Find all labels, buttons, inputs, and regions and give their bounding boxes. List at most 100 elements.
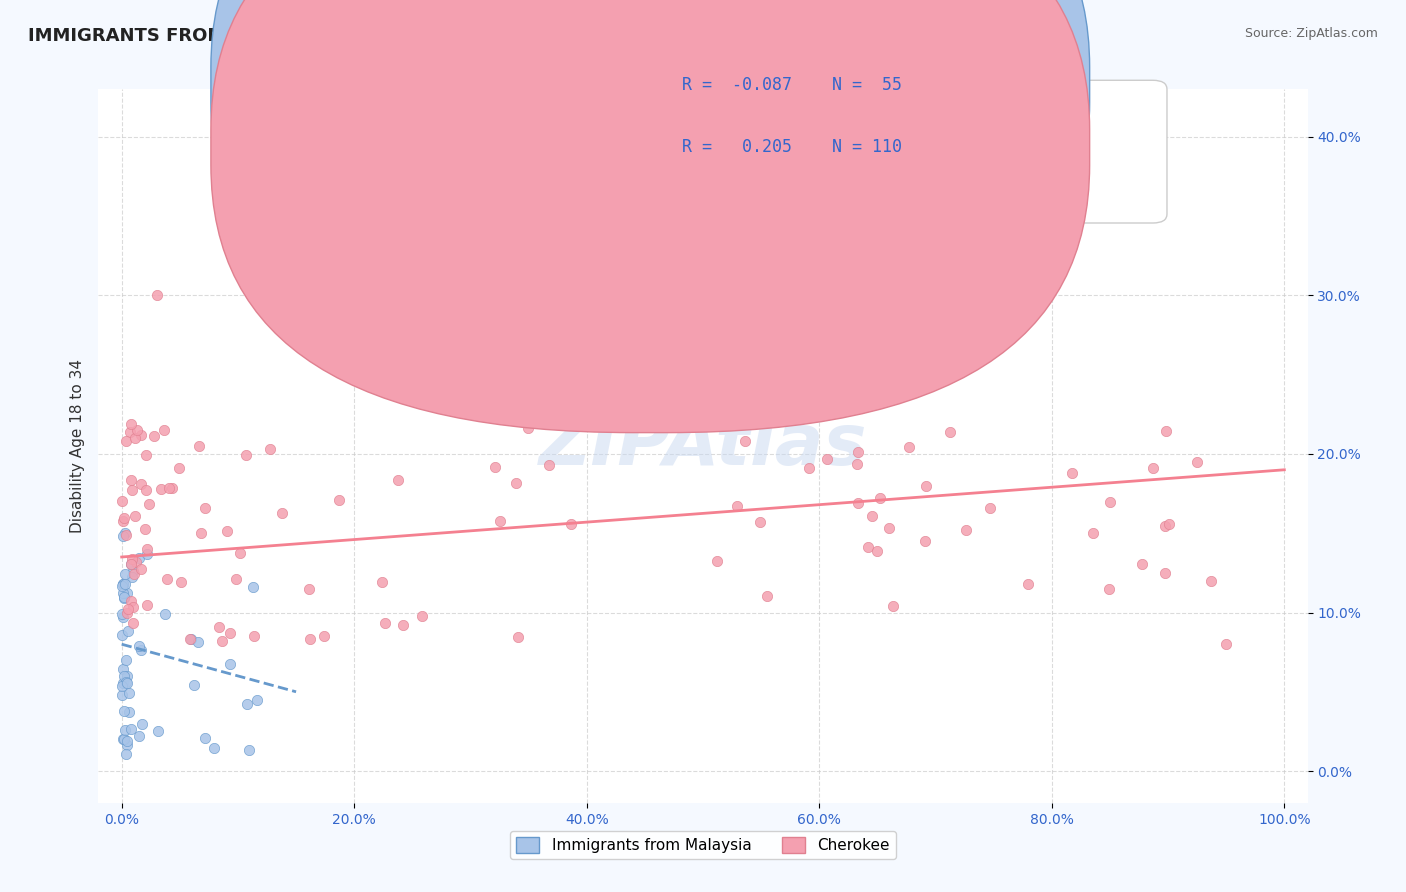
Point bbox=[112, 731, 135, 746]
Point bbox=[505, 476, 527, 491]
Point bbox=[706, 554, 728, 568]
Point bbox=[145, 288, 167, 302]
Point bbox=[846, 496, 869, 510]
Point bbox=[1153, 519, 1175, 533]
Point bbox=[125, 555, 148, 569]
Point bbox=[115, 653, 138, 667]
Point bbox=[112, 590, 135, 604]
Point bbox=[122, 599, 145, 614]
Point bbox=[508, 631, 530, 645]
Point bbox=[882, 599, 904, 613]
Point bbox=[149, 483, 172, 497]
Point bbox=[136, 542, 159, 557]
Point bbox=[262, 241, 284, 255]
Point bbox=[111, 662, 134, 676]
Point bbox=[371, 575, 394, 590]
Point bbox=[120, 557, 142, 571]
Point bbox=[118, 686, 141, 700]
Point bbox=[114, 567, 136, 582]
Point bbox=[112, 731, 135, 746]
Point bbox=[124, 509, 146, 524]
Point bbox=[138, 497, 160, 511]
Point bbox=[114, 528, 136, 542]
Point bbox=[538, 458, 561, 472]
Text: IMMIGRANTS FROM MALAYSIA VS CHEROKEE DISABILITY AGE 18 TO 34 CORRELATION CHART: IMMIGRANTS FROM MALAYSIA VS CHEROKEE DIS… bbox=[28, 27, 965, 45]
Text: R =   0.205    N = 110: R = 0.205 N = 110 bbox=[682, 138, 901, 156]
Point bbox=[111, 676, 134, 690]
Point bbox=[121, 551, 143, 566]
Point bbox=[129, 643, 152, 657]
Point bbox=[135, 598, 157, 612]
Point bbox=[187, 635, 209, 649]
Point bbox=[727, 499, 749, 513]
Point bbox=[129, 428, 152, 442]
Point bbox=[121, 483, 143, 497]
Point bbox=[979, 501, 1001, 516]
Point bbox=[120, 425, 142, 440]
Point bbox=[160, 481, 183, 495]
Text: ZIPAtlas: ZIPAtlas bbox=[538, 411, 868, 481]
Point bbox=[298, 632, 321, 646]
Point bbox=[135, 483, 157, 497]
Point bbox=[328, 492, 350, 507]
Point bbox=[115, 734, 138, 748]
Point bbox=[242, 629, 264, 643]
Point bbox=[122, 564, 145, 578]
Point bbox=[111, 514, 134, 528]
Point bbox=[387, 474, 409, 488]
Point bbox=[117, 624, 139, 638]
Point bbox=[392, 618, 415, 632]
Point bbox=[115, 676, 138, 690]
Point bbox=[1185, 454, 1208, 468]
Point bbox=[190, 525, 212, 540]
Legend: Immigrants from Malaysia, Cherokee: Immigrants from Malaysia, Cherokee bbox=[510, 831, 896, 859]
Point bbox=[167, 460, 190, 475]
Point bbox=[225, 572, 247, 586]
Point bbox=[115, 669, 138, 683]
Point bbox=[1153, 566, 1175, 580]
Point bbox=[170, 574, 193, 589]
Point bbox=[146, 724, 169, 739]
Point bbox=[866, 544, 889, 558]
Point bbox=[112, 591, 135, 606]
Point bbox=[111, 586, 134, 600]
Point bbox=[815, 451, 838, 466]
Point bbox=[112, 668, 135, 682]
Point bbox=[115, 674, 138, 689]
Point bbox=[1060, 467, 1083, 481]
Point bbox=[938, 425, 960, 440]
Point bbox=[1156, 424, 1178, 438]
Y-axis label: Disability Age 18 to 34: Disability Age 18 to 34 bbox=[69, 359, 84, 533]
Point bbox=[208, 620, 231, 634]
Point bbox=[124, 431, 146, 445]
Point bbox=[846, 444, 869, 458]
Point bbox=[111, 628, 134, 642]
Point bbox=[1098, 582, 1121, 597]
Point bbox=[121, 570, 143, 584]
Point bbox=[866, 335, 889, 350]
Point bbox=[127, 423, 149, 437]
Point bbox=[153, 423, 176, 437]
Point bbox=[1215, 637, 1237, 651]
Point bbox=[115, 434, 138, 449]
Point bbox=[111, 688, 134, 702]
Point bbox=[134, 522, 156, 536]
Point bbox=[112, 704, 135, 718]
Point bbox=[115, 606, 138, 620]
Point bbox=[115, 747, 138, 761]
Point bbox=[246, 693, 269, 707]
Point bbox=[120, 722, 142, 736]
Point bbox=[111, 529, 134, 543]
Point bbox=[122, 566, 145, 581]
Point bbox=[411, 609, 433, 624]
Point bbox=[1081, 525, 1104, 540]
Point bbox=[860, 508, 883, 523]
Point bbox=[211, 633, 233, 648]
Point bbox=[115, 738, 138, 752]
Text: Source: ZipAtlas.com: Source: ZipAtlas.com bbox=[1244, 27, 1378, 40]
Point bbox=[285, 288, 308, 302]
Point bbox=[955, 523, 977, 537]
Point bbox=[374, 616, 396, 631]
Point bbox=[915, 478, 938, 492]
Point bbox=[856, 540, 879, 554]
